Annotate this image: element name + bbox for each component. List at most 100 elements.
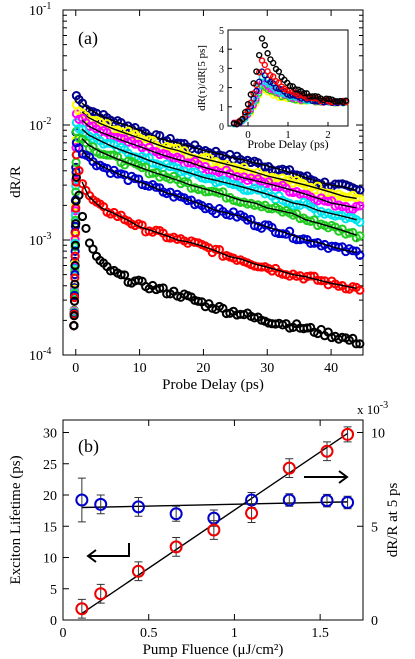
data-point: [94, 587, 108, 601]
y-tick-base: 10: [29, 4, 43, 19]
data-point: [320, 494, 334, 508]
y-tick-exp: -4: [43, 346, 51, 357]
right-axis-arrow: [304, 470, 349, 484]
fit-curve: [81, 119, 357, 209]
data-point: [355, 250, 365, 261]
inset-data-point: [230, 120, 238, 127]
data-point: [74, 190, 84, 200]
data-point: [69, 296, 80, 306]
data-point: [323, 188, 333, 198]
y-tick-base: 10: [29, 234, 43, 249]
data-point: [306, 271, 316, 281]
data-point: [131, 500, 145, 514]
inset-data-point: [261, 42, 268, 49]
data-point: [351, 339, 361, 349]
inset-y-tick-label: 0: [219, 122, 224, 133]
data-point: [70, 240, 81, 250]
panel-a-label: (a): [78, 28, 98, 49]
fit-curve: [81, 128, 357, 221]
data-point: [193, 296, 203, 306]
multiplier-base: x 10: [357, 402, 380, 417]
data-point: [71, 219, 81, 229]
inset-data-point: [241, 109, 249, 116]
inset-data-point: [241, 111, 249, 118]
panel-a-xlabel: Probe Delay (ps): [162, 377, 264, 393]
x-tick-label: 1: [231, 626, 238, 641]
inset-data-point: [264, 50, 271, 57]
inset-data-point: [250, 99, 257, 106]
x-tick-label: 0: [72, 361, 79, 376]
inset-data-point: [270, 59, 277, 67]
panel-b-xlabel: Pump Fluence (μJ/cm²): [143, 642, 284, 658]
panel-b-label: (b): [78, 436, 99, 457]
y-tick-label: 20: [43, 489, 57, 504]
inset-data-point: [247, 91, 255, 98]
data-point: [137, 220, 147, 230]
y-tick-label: 10-1: [29, 1, 51, 19]
data-point: [70, 251, 80, 261]
y-tick-label: 15: [43, 520, 57, 535]
data-point: [69, 292, 80, 303]
inset-data-point: [300, 89, 308, 97]
inset-data-point: [272, 84, 280, 92]
data-point: [70, 228, 81, 238]
data-point: [70, 260, 80, 271]
inset-data-point: [256, 51, 263, 59]
y2-tick-label: 5: [371, 520, 378, 535]
multiplier-exp: -3: [380, 400, 388, 411]
inset-data-point: [256, 87, 263, 95]
data-point: [70, 269, 80, 280]
data-point: [341, 496, 355, 509]
inset-data-point: [326, 95, 333, 103]
panel-b: 0 0.5 1 1.5 0 5 10 15 20 25 30 0 5 10 (b) Pump Fluenc…: [8, 400, 401, 658]
x-tick-label: 1.5: [311, 626, 329, 641]
y-tick-label: 10-3: [29, 231, 51, 249]
inset-y-tick-label: 1: [219, 103, 224, 114]
data-point: [119, 270, 130, 280]
data-point: [169, 540, 183, 554]
fit-curve: [81, 138, 357, 236]
x-tick-label: 0.5: [140, 626, 158, 641]
data-point: [207, 523, 221, 537]
panel-a-frame: [62, 9, 364, 356]
panel-a-plot: [69, 91, 365, 349]
data-point: [282, 493, 296, 507]
y-tick-exp: -3: [43, 231, 51, 242]
data-point: [355, 201, 365, 211]
data-point: [282, 461, 296, 475]
data-point: [141, 162, 151, 172]
data-point: [344, 228, 354, 238]
inset-ylabel: dR(τ)/dR[5 ps]: [196, 45, 208, 111]
inset-y-tick-label: 3: [219, 64, 224, 75]
inset-data-point: [258, 35, 266, 42]
fit-curve: [81, 102, 357, 192]
inset-data-point: [323, 95, 330, 102]
data-point: [169, 507, 183, 521]
y-tick-label: 10: [43, 552, 57, 567]
y-tick-base: 10: [29, 119, 43, 134]
data-point: [316, 276, 326, 286]
inset-y-tick-label: 5: [219, 26, 224, 37]
y-tick-exp: -1: [43, 1, 51, 12]
inset-xlabel: Probe Delay (ps): [247, 137, 328, 151]
inset-data-point: [284, 87, 291, 94]
y-tick-label: 25: [43, 458, 57, 473]
inset-data-point: [253, 68, 260, 75]
data-point: [214, 244, 224, 255]
inset-y-tick-label: 4: [219, 45, 224, 56]
y-tick-label: 10-4: [29, 346, 51, 364]
x-tick-label: 40: [324, 361, 338, 376]
data-point: [155, 283, 165, 293]
panel-a-ytick-labels: 10-410-310-210-1: [29, 1, 51, 364]
panel-b-ticks: 0 0.5 1 1.5 0 5 10 15 20 25 30 0 5 10: [43, 420, 385, 641]
inset-x-tick-label: 2: [325, 129, 331, 141]
inset-data-point: [292, 86, 299, 93]
fit-curve: [81, 111, 357, 200]
y-tick-exp: -2: [43, 116, 51, 127]
inset: 0 1 2 0 1 2 3 4 5 Probe Delay (ps) dR(τ)/dR[5 ps…: [196, 26, 350, 151]
y2-tick-label: 10: [371, 427, 385, 442]
y-tick-label: 10-2: [29, 116, 51, 134]
inset-x-tick-label: 0: [245, 129, 251, 141]
fit-curve: [81, 150, 357, 254]
data-point: [355, 339, 365, 349]
